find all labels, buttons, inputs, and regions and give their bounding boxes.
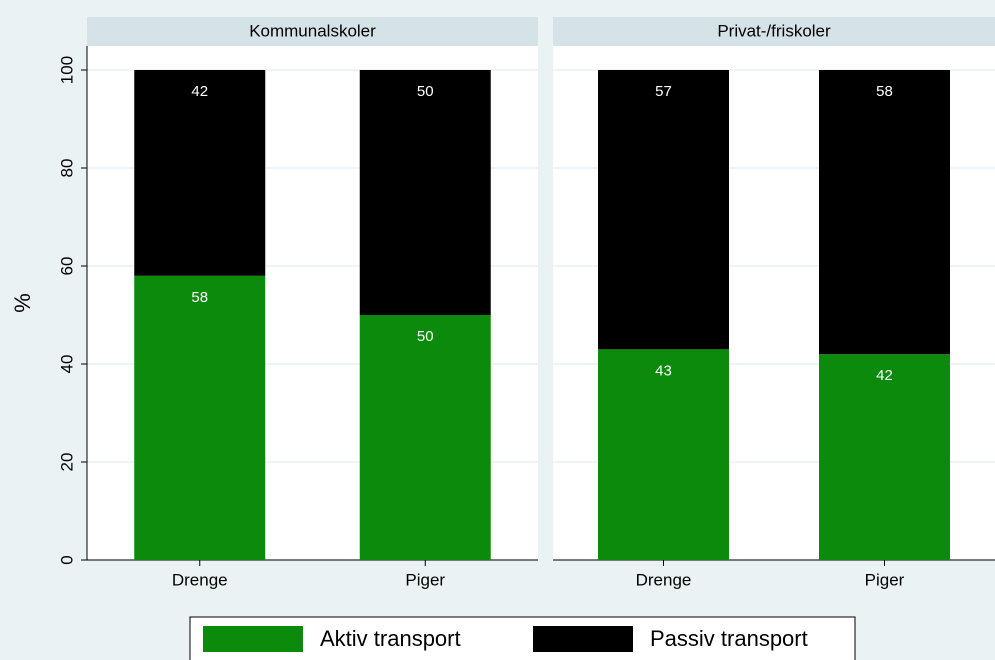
- legend-swatch: [533, 626, 633, 652]
- bar-segment: [819, 70, 950, 355]
- panel-header: [87, 17, 538, 46]
- value-label: 58: [191, 289, 208, 306]
- value-label: 58: [876, 83, 893, 100]
- x-tick-label: Drenge: [172, 570, 228, 589]
- y-tick-label: 80: [57, 159, 76, 178]
- y-axis-label: %: [10, 293, 35, 313]
- panel-header: [553, 17, 995, 46]
- legend-label: Passiv transport: [650, 626, 808, 651]
- y-tick-label: 100: [57, 56, 76, 84]
- value-label: 50: [417, 328, 434, 345]
- legend-swatch: [203, 626, 303, 652]
- bar-segment: [819, 354, 950, 560]
- legend-label: Aktiv transport: [320, 626, 461, 651]
- x-tick-label: Drenge: [636, 570, 692, 589]
- bar-segment: [134, 275, 266, 560]
- y-tick-label: 40: [57, 355, 76, 374]
- bar-segment: [359, 315, 491, 560]
- x-tick-label: Piger: [405, 570, 445, 589]
- panel-title: Privat-/friskoler: [717, 21, 831, 40]
- y-tick-label: 20: [57, 453, 76, 472]
- x-tick-label: Piger: [865, 570, 905, 589]
- panel-title: Kommunalskoler: [249, 21, 376, 40]
- y-tick-label: 60: [57, 257, 76, 276]
- value-label: 57: [655, 83, 672, 100]
- bar-segment: [598, 349, 729, 560]
- bar-segment: [598, 70, 729, 350]
- bar-segment: [134, 70, 266, 276]
- value-label: 42: [191, 83, 208, 100]
- bar-segment: [359, 70, 491, 315]
- value-label: 42: [876, 367, 893, 384]
- value-label: 43: [655, 362, 672, 379]
- value-label: 50: [417, 83, 434, 100]
- y-tick-label: 0: [57, 555, 76, 564]
